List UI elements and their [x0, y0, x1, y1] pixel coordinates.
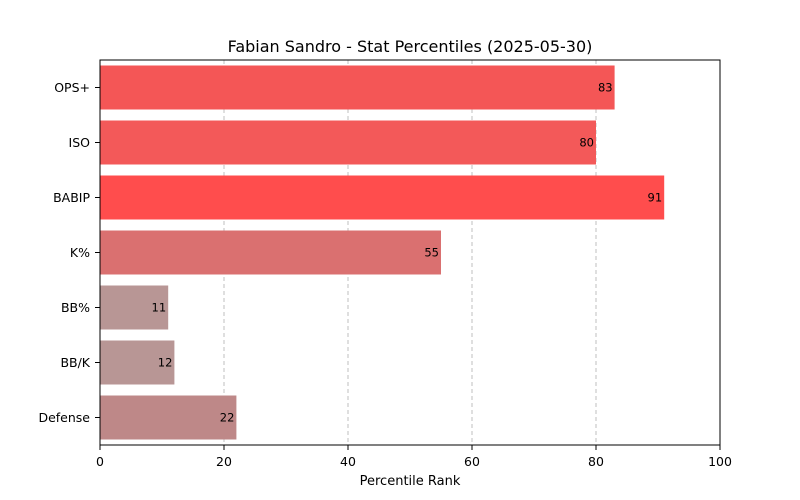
- x-tick-label: 20: [216, 454, 232, 469]
- y-category-label: BB%: [61, 300, 90, 315]
- bar: [100, 230, 441, 275]
- y-category-label: ISO: [69, 135, 91, 150]
- x-tick-label: 0: [96, 454, 104, 469]
- x-tick-label: 60: [464, 454, 480, 469]
- y-category-label: BABIP: [53, 190, 90, 205]
- y-axis-ticks: OPS+ ISO BABIP K% BB% BB/K Defense: [38, 80, 100, 425]
- bar-value-label: 80: [579, 136, 594, 150]
- bar: [100, 175, 665, 220]
- data-labels: 83 80 91 55 11 12 22: [152, 81, 663, 425]
- bar: [100, 65, 615, 110]
- y-category-label: OPS+: [54, 80, 90, 95]
- chart-title: Fabian Sandro - Stat Percentiles (2025-0…: [228, 37, 593, 56]
- bar: [100, 120, 596, 165]
- bar-value-label: 83: [598, 81, 613, 95]
- x-tick-label: 40: [340, 454, 356, 469]
- bar-value-label: 12: [158, 356, 173, 370]
- y-category-label: Defense: [38, 410, 90, 425]
- bar-value-label: 22: [220, 411, 235, 425]
- x-axis-ticks: 0 20 40 60 80 100: [96, 445, 732, 469]
- bars: [100, 65, 665, 440]
- x-tick-label: 80: [588, 454, 604, 469]
- y-category-label: BB/K: [60, 355, 90, 370]
- bar: [100, 285, 169, 330]
- bar-value-label: 11: [152, 301, 167, 315]
- y-category-label: K%: [70, 245, 90, 260]
- bar-value-label: 55: [424, 246, 439, 260]
- bar: [100, 340, 175, 385]
- x-tick-label: 100: [708, 454, 732, 469]
- bar-value-label: 91: [648, 191, 663, 205]
- bar: [100, 395, 237, 440]
- x-axis-label: Percentile Rank: [360, 474, 461, 489]
